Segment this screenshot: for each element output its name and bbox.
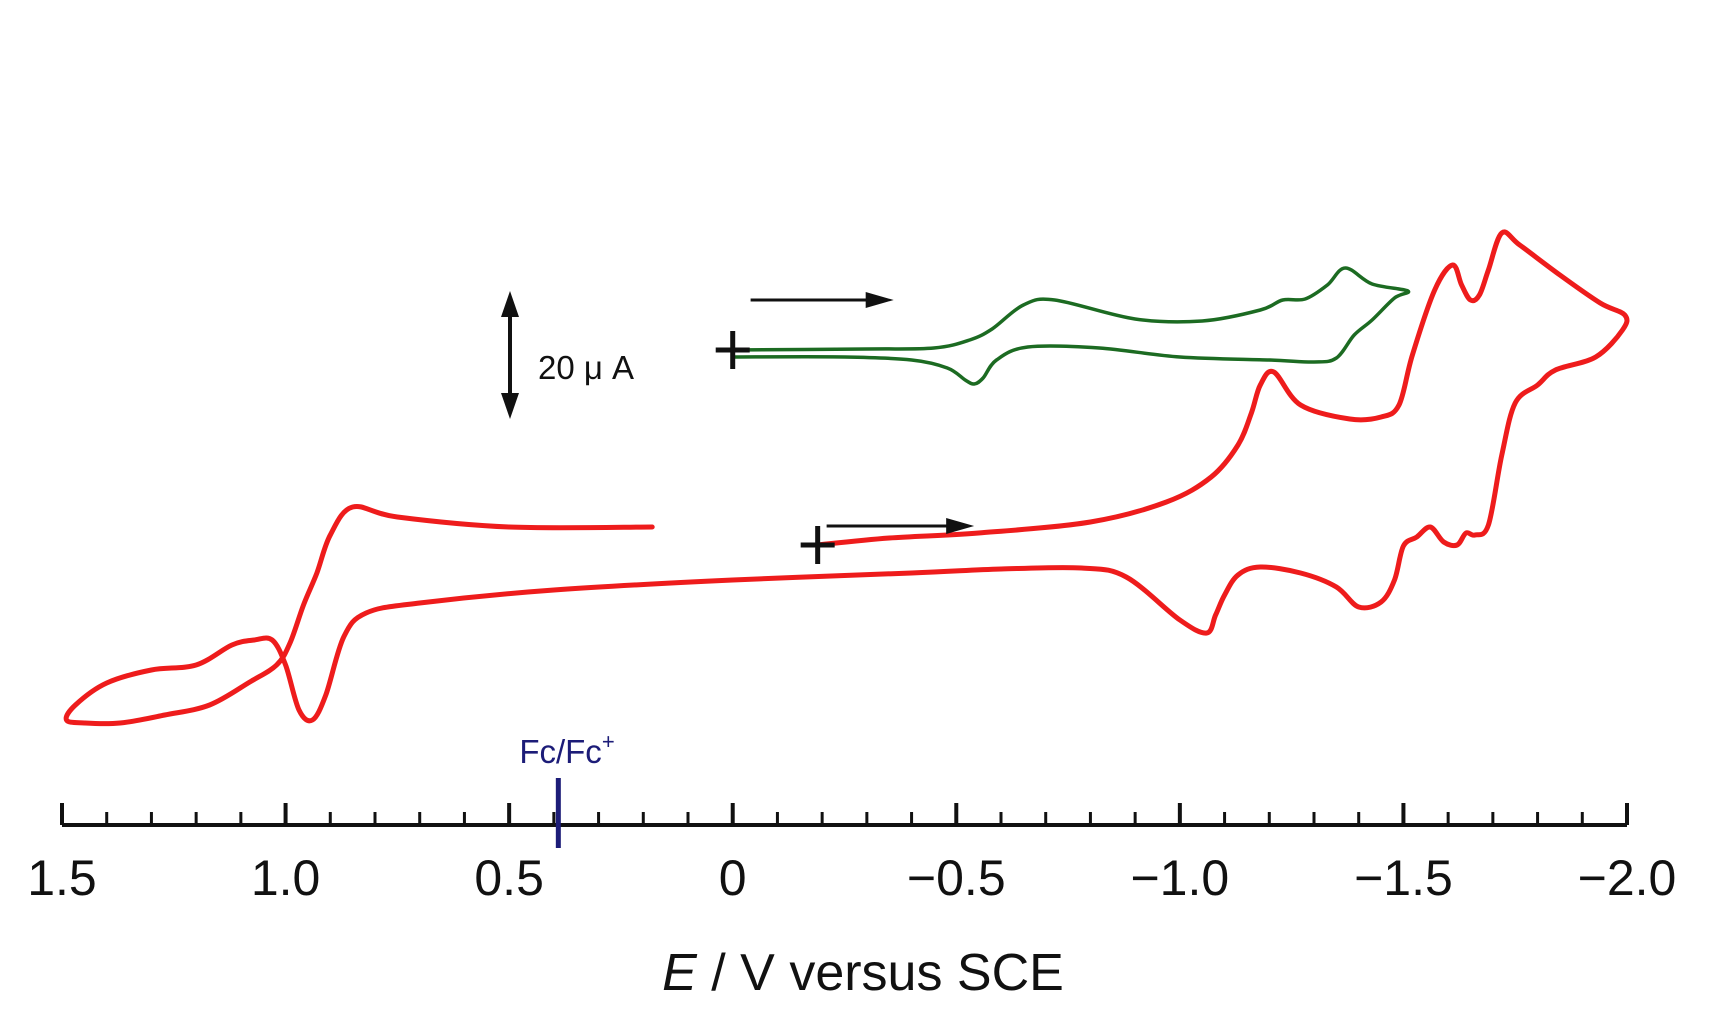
x-tick-label: 1.0 [251, 850, 321, 906]
reference-label: Fc/Fc+ [519, 729, 614, 770]
x-tick-label: −0.5 [907, 850, 1006, 906]
scale-bar-arrowhead-down [501, 393, 519, 419]
red-cv-scan-arrowhead [946, 518, 975, 534]
red-cv-trace [63, 229, 1630, 727]
x-tick-label: 0 [719, 850, 747, 906]
x-tick-label: 0.5 [474, 850, 544, 906]
x-tick-label: −1.5 [1354, 850, 1453, 906]
current-scale-bar-group: 20 μ A [501, 291, 634, 419]
scale-bar-arrowhead-up [501, 291, 519, 317]
reference-label-superscript: + [602, 729, 615, 754]
x-axis-title-symbol: E [662, 944, 698, 1002]
reference-marker-group: Fc/Fc+ [519, 729, 615, 848]
marker-group [715, 292, 975, 564]
green-cv-trace [730, 266, 1411, 386]
series-group [63, 229, 1630, 727]
x-tick-label: −2.0 [1578, 850, 1677, 906]
x-tick-label: 1.5 [27, 850, 97, 906]
scale-bar-label: 20 μ A [538, 349, 634, 386]
x-axis-title: E / V versus SCE [662, 944, 1064, 1002]
x-tick-label: −1.0 [1130, 850, 1229, 906]
x-axis-title-text: / V versus SCE [697, 944, 1064, 1002]
x-axis: 1.5 1.0 0.5 0 −0.5 −1.0 −1.5 −2.0 [27, 803, 1676, 906]
green-cv-scan-arrowhead [865, 292, 894, 308]
